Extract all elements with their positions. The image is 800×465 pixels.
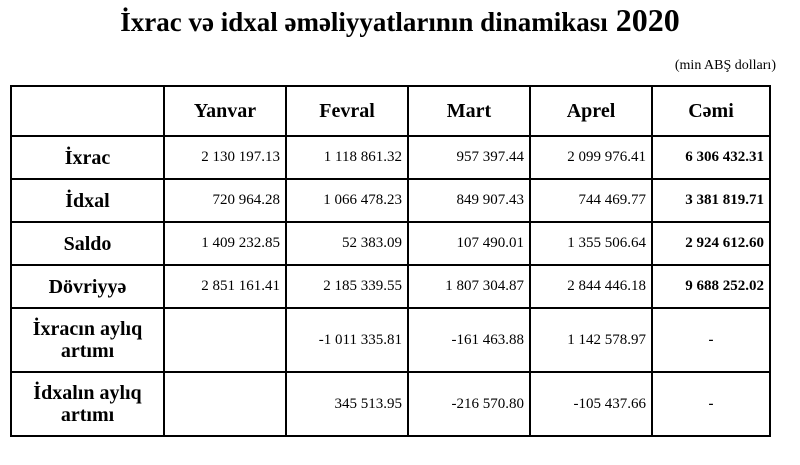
value-cell: 957 397.44 <box>407 135 531 180</box>
value-cell: 2 185 339.55 <box>285 264 409 309</box>
row-label: İdxal <box>10 178 165 223</box>
value-cell: 2 844 446.18 <box>529 264 653 309</box>
total-cell: 2 924 612.60 <box>651 221 771 266</box>
unit-label: (min ABŞ dolları) <box>674 58 776 73</box>
column-header: Yanvar <box>163 85 287 137</box>
value-cell: 2 851 161.41 <box>163 264 287 309</box>
value-cell <box>163 307 287 373</box>
value-cell: 1 355 506.64 <box>529 221 653 266</box>
row-label: İxracın aylıq artımı <box>10 307 165 373</box>
row-label: İxrac <box>10 135 165 180</box>
trade-table: Yanvar Fevral Mart Aprel Cəmi İxrac 2 130… <box>10 85 771 437</box>
row-label: Dövriyyə <box>10 264 165 309</box>
corner-cell <box>10 85 165 137</box>
table-row: Saldo 1 409 232.85 52 383.09 107 490.01 1 35… <box>10 221 771 266</box>
value-cell: 2 130 197.13 <box>163 135 287 180</box>
row-label: Saldo <box>10 221 165 266</box>
column-header: Aprel <box>529 85 653 137</box>
title-year: 2020 <box>615 2 680 38</box>
column-header: Fevral <box>285 85 409 137</box>
value-cell: 744 469.77 <box>529 178 653 223</box>
title-text: İxrac və idxal əməliyyatlarının dinamika… <box>120 7 608 37</box>
table-row: Dövriyyə 2 851 161.41 2 185 339.55 1 807 30… <box>10 264 771 309</box>
table-row: İxrac 2 130 197.13 1 118 861.32 957 397.44 2… <box>10 135 771 180</box>
total-cell: - <box>651 307 771 373</box>
value-cell: 849 907.43 <box>407 178 531 223</box>
total-cell: 6 306 432.31 <box>651 135 771 180</box>
value-cell: 2 099 976.41 <box>529 135 653 180</box>
table-row: İxracın aylıq artımı -1 011 335.81 -161 46… <box>10 307 771 373</box>
value-cell: 1 807 304.87 <box>407 264 531 309</box>
value-cell: 1 066 478.23 <box>285 178 409 223</box>
total-cell: - <box>651 371 771 437</box>
value-cell: -216 570.80 <box>407 371 531 437</box>
value-cell: -105 437.66 <box>529 371 653 437</box>
value-cell: 720 964.28 <box>163 178 287 223</box>
column-header: Cəmi <box>651 85 771 137</box>
value-cell: -1 011 335.81 <box>285 307 409 373</box>
value-cell <box>163 371 287 437</box>
page-title: İxrac və idxal əməliyyatlarının dinamika… <box>0 2 800 39</box>
value-cell: -161 463.88 <box>407 307 531 373</box>
column-header: Mart <box>407 85 531 137</box>
value-cell: 1 118 861.32 <box>285 135 409 180</box>
table-row: İdxal 720 964.28 1 066 478.23 849 907.43 744… <box>10 178 771 223</box>
value-cell: 1 409 232.85 <box>163 221 287 266</box>
value-cell: 345 513.95 <box>285 371 409 437</box>
table-row: İdxalın aylıq artımı 345 513.95 -216 570.8… <box>10 371 771 437</box>
row-label: İdxalın aylıq artımı <box>10 371 165 437</box>
value-cell: 107 490.01 <box>407 221 531 266</box>
value-cell: 1 142 578.97 <box>529 307 653 373</box>
value-cell: 52 383.09 <box>285 221 409 266</box>
total-cell: 9 688 252.02 <box>651 264 771 309</box>
total-cell: 3 381 819.71 <box>651 178 771 223</box>
header-row: Yanvar Fevral Mart Aprel Cəmi <box>10 85 771 137</box>
